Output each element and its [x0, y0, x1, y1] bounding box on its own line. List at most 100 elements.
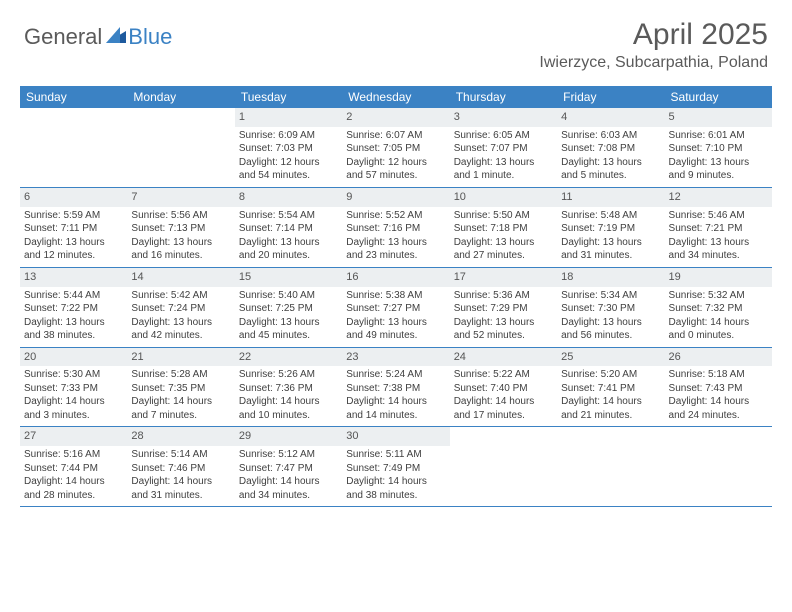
sunrise-text: Sunrise: 5:11 AM [346, 448, 445, 462]
daylight-text: Daylight: 12 hours and 57 minutes. [346, 156, 445, 183]
sunset-text: Sunset: 7:46 PM [131, 462, 230, 476]
day-number: 30 [342, 427, 449, 446]
sunset-text: Sunset: 7:25 PM [239, 302, 338, 316]
day-number: 9 [342, 188, 449, 207]
sunset-text: Sunset: 7:10 PM [669, 142, 768, 156]
sunset-text: Sunset: 7:35 PM [131, 382, 230, 396]
day-number: 6 [20, 188, 127, 207]
calendar-cell: 23Sunrise: 5:24 AMSunset: 7:38 PMDayligh… [342, 348, 449, 427]
sunset-text: Sunset: 7:33 PM [24, 382, 123, 396]
sunrise-text: Sunrise: 6:07 AM [346, 129, 445, 143]
day-number: 26 [665, 348, 772, 367]
day-number: 27 [20, 427, 127, 446]
dow-sunday: Sunday [20, 86, 127, 108]
sunset-text: Sunset: 7:38 PM [346, 382, 445, 396]
cell-body: Sunrise: 5:30 AMSunset: 7:33 PMDaylight:… [20, 366, 127, 426]
month-title: April 2025 [539, 18, 768, 52]
cell-body: Sunrise: 5:32 AMSunset: 7:32 PMDaylight:… [665, 287, 772, 347]
week-row: 1Sunrise: 6:09 AMSunset: 7:03 PMDaylight… [20, 108, 772, 188]
daylight-text: Daylight: 13 hours and 9 minutes. [669, 156, 768, 183]
sunrise-text: Sunrise: 5:42 AM [131, 289, 230, 303]
day-of-week-header: Sunday Monday Tuesday Wednesday Thursday… [20, 86, 772, 108]
cell-body: Sunrise: 5:46 AMSunset: 7:21 PMDaylight:… [665, 207, 772, 267]
cell-body: Sunrise: 5:44 AMSunset: 7:22 PMDaylight:… [20, 287, 127, 347]
sunset-text: Sunset: 7:08 PM [561, 142, 660, 156]
day-number: 15 [235, 268, 342, 287]
sunrise-text: Sunrise: 5:30 AM [24, 368, 123, 382]
sunset-text: Sunset: 7:24 PM [131, 302, 230, 316]
cell-body: Sunrise: 5:48 AMSunset: 7:19 PMDaylight:… [557, 207, 664, 267]
daylight-text: Daylight: 14 hours and 24 minutes. [669, 395, 768, 422]
daylight-text: Daylight: 13 hours and 20 minutes. [239, 236, 338, 263]
sunrise-text: Sunrise: 5:36 AM [454, 289, 553, 303]
day-number: 4 [557, 108, 664, 127]
dow-thursday: Thursday [450, 86, 557, 108]
cell-body: Sunrise: 5:52 AMSunset: 7:16 PMDaylight:… [342, 207, 449, 267]
daylight-text: Daylight: 13 hours and 38 minutes. [24, 316, 123, 343]
sunset-text: Sunset: 7:21 PM [669, 222, 768, 236]
cell-body: Sunrise: 6:05 AMSunset: 7:07 PMDaylight:… [450, 127, 557, 187]
sunset-text: Sunset: 7:05 PM [346, 142, 445, 156]
sunset-text: Sunset: 7:43 PM [669, 382, 768, 396]
calendar-cell: 13Sunrise: 5:44 AMSunset: 7:22 PMDayligh… [20, 268, 127, 347]
cell-body: Sunrise: 5:50 AMSunset: 7:18 PMDaylight:… [450, 207, 557, 267]
day-number: 21 [127, 348, 234, 367]
sunset-text: Sunset: 7:16 PM [346, 222, 445, 236]
daylight-text: Daylight: 14 hours and 10 minutes. [239, 395, 338, 422]
sunrise-text: Sunrise: 6:01 AM [669, 129, 768, 143]
day-number: 16 [342, 268, 449, 287]
sunrise-text: Sunrise: 5:48 AM [561, 209, 660, 223]
sunset-text: Sunset: 7:22 PM [24, 302, 123, 316]
calendar-cell: 7Sunrise: 5:56 AMSunset: 7:13 PMDaylight… [127, 188, 234, 267]
daylight-text: Daylight: 13 hours and 23 minutes. [346, 236, 445, 263]
dow-saturday: Saturday [665, 86, 772, 108]
daylight-text: Daylight: 13 hours and 1 minute. [454, 156, 553, 183]
cell-body: Sunrise: 5:18 AMSunset: 7:43 PMDaylight:… [665, 366, 772, 426]
daylight-text: Daylight: 13 hours and 42 minutes. [131, 316, 230, 343]
daylight-text: Daylight: 13 hours and 16 minutes. [131, 236, 230, 263]
header: General Blue April 2025 Iwierzyce, Subca… [0, 0, 792, 80]
day-number [450, 427, 557, 446]
daylight-text: Daylight: 13 hours and 31 minutes. [561, 236, 660, 263]
week-row: 13Sunrise: 5:44 AMSunset: 7:22 PMDayligh… [20, 268, 772, 348]
day-number: 25 [557, 348, 664, 367]
logo-text-blue: Blue [128, 24, 172, 50]
day-number: 14 [127, 268, 234, 287]
daylight-text: Daylight: 14 hours and 34 minutes. [239, 475, 338, 502]
sunset-text: Sunset: 7:11 PM [24, 222, 123, 236]
weeks-container: 1Sunrise: 6:09 AMSunset: 7:03 PMDaylight… [20, 108, 772, 507]
logo-triangle-icon [106, 27, 126, 48]
cell-body: Sunrise: 5:28 AMSunset: 7:35 PMDaylight:… [127, 366, 234, 426]
sunset-text: Sunset: 7:18 PM [454, 222, 553, 236]
day-number: 23 [342, 348, 449, 367]
title-block: April 2025 Iwierzyce, Subcarpathia, Pola… [539, 18, 768, 72]
calendar-cell: 1Sunrise: 6:09 AMSunset: 7:03 PMDaylight… [235, 108, 342, 187]
day-number: 28 [127, 427, 234, 446]
sunset-text: Sunset: 7:47 PM [239, 462, 338, 476]
day-number: 11 [557, 188, 664, 207]
cell-body: Sunrise: 5:20 AMSunset: 7:41 PMDaylight:… [557, 366, 664, 426]
cell-body: Sunrise: 5:24 AMSunset: 7:38 PMDaylight:… [342, 366, 449, 426]
cell-body: Sunrise: 5:38 AMSunset: 7:27 PMDaylight:… [342, 287, 449, 347]
day-number: 8 [235, 188, 342, 207]
day-number: 24 [450, 348, 557, 367]
sunset-text: Sunset: 7:07 PM [454, 142, 553, 156]
sunrise-text: Sunrise: 5:12 AM [239, 448, 338, 462]
location-text: Iwierzyce, Subcarpathia, Poland [539, 54, 768, 72]
cell-body: Sunrise: 6:07 AMSunset: 7:05 PMDaylight:… [342, 127, 449, 187]
day-number: 12 [665, 188, 772, 207]
sunrise-text: Sunrise: 5:44 AM [24, 289, 123, 303]
dow-monday: Monday [127, 86, 234, 108]
sunrise-text: Sunrise: 5:38 AM [346, 289, 445, 303]
calendar: Sunday Monday Tuesday Wednesday Thursday… [20, 86, 772, 507]
calendar-cell: 30Sunrise: 5:11 AMSunset: 7:49 PMDayligh… [342, 427, 449, 506]
week-row: 6Sunrise: 5:59 AMSunset: 7:11 PMDaylight… [20, 188, 772, 268]
cell-body: Sunrise: 5:12 AMSunset: 7:47 PMDaylight:… [235, 446, 342, 506]
cell-body: Sunrise: 5:42 AMSunset: 7:24 PMDaylight:… [127, 287, 234, 347]
sunrise-text: Sunrise: 5:14 AM [131, 448, 230, 462]
sunset-text: Sunset: 7:41 PM [561, 382, 660, 396]
sunrise-text: Sunrise: 5:50 AM [454, 209, 553, 223]
sunrise-text: Sunrise: 5:18 AM [669, 368, 768, 382]
calendar-cell: 5Sunrise: 6:01 AMSunset: 7:10 PMDaylight… [665, 108, 772, 187]
sunset-text: Sunset: 7:44 PM [24, 462, 123, 476]
